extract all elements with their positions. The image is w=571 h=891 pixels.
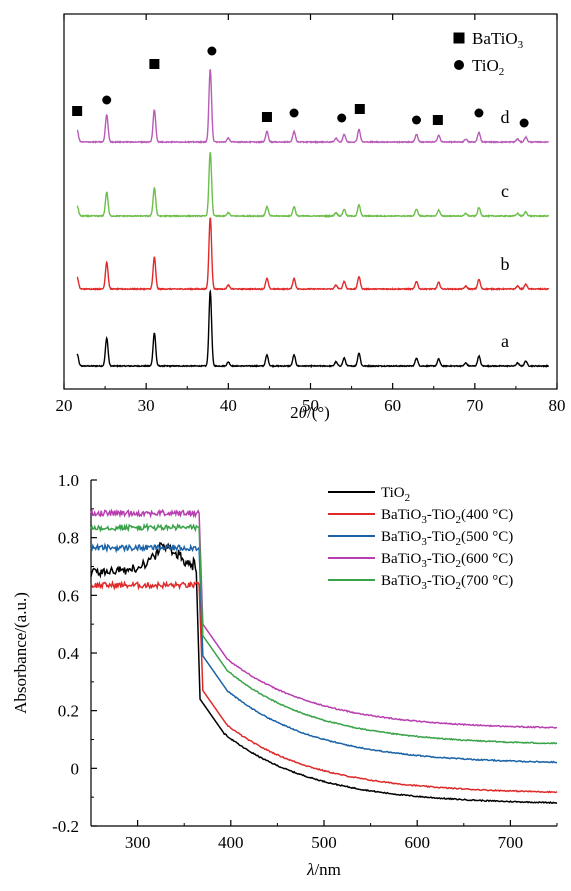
xrd-phase-marker-2: [149, 59, 160, 69]
uv-legend-label-3-part-1: 3: [421, 558, 427, 570]
xrd-x-axis-label-part-0: 2: [290, 403, 299, 422]
uv-y-tick-label-2: 0.2: [58, 702, 79, 721]
xrd-phase-marker-4: [261, 112, 272, 122]
xrd-phase-marker-9: [432, 115, 443, 125]
xrd-x-tick-label-5: 70: [466, 396, 483, 415]
xrd-series-line-d: [76, 69, 550, 145]
uv-legend-label-1-part-4: (400 °C): [461, 507, 513, 523]
xrd-legend-marker-0: [453, 32, 465, 44]
uv-legend-label-4-part-1: 3: [421, 580, 427, 592]
uv-legend-label-3-part-4: (600 °C): [461, 551, 513, 567]
xrd-legend-label-1: TiO2: [472, 56, 504, 78]
uv-legend-label-4-part-0: BaTiO: [381, 573, 421, 589]
xrd-phase-marker-6: [337, 113, 347, 123]
uv-legend-label-0: TiO2: [381, 485, 410, 504]
xrd-phase-marker-0: [72, 106, 83, 116]
xrd-phase-marker-8: [411, 115, 421, 125]
uv-y-tick-label-1: 0: [71, 759, 80, 778]
xrd-series-label-c: c: [501, 181, 509, 201]
xrd-series-label-a: a: [501, 331, 509, 351]
uv-y-axis-label: Absorbance/(a.u.): [11, 592, 30, 714]
xrd-legend-marker-1: [454, 60, 464, 70]
xrd-x-tick-label-3: 50: [302, 396, 319, 415]
uv-y-tick-label-5: 0.8: [58, 529, 79, 548]
xrd-x-tick-label-2: 40: [220, 396, 237, 415]
xrd-x-tick-label-0: 20: [56, 396, 73, 415]
uv-legend-label-1-part-3: 2: [455, 514, 461, 526]
uv-legend-label-2-part-3: 2: [455, 536, 461, 548]
uv-legend-label-4-part-3: 2: [455, 580, 461, 592]
xrd-legend-label-1-part-0: TiO: [472, 56, 499, 75]
uv-legend-label-1-part-2: -TiO: [427, 507, 456, 523]
uv-legend-label-4: BaTiO3-TiO2(700 °C): [381, 573, 513, 592]
uv-legend-label-1-part-1: 3: [421, 514, 427, 526]
uv-legend-label-3: BaTiO3-TiO2(600 °C): [381, 551, 513, 570]
uv-series-line-3: [90, 508, 558, 729]
uv-x-tick-label-4: 700: [498, 833, 524, 852]
xrd-series-line-a: [76, 289, 550, 369]
uv-legend-label-1: BaTiO3-TiO2(400 °C): [381, 507, 513, 526]
uv-legend-label-4-part-2: -TiO: [427, 573, 456, 589]
uv-legend-label-0-part-1: 2: [405, 492, 411, 504]
xrd-x-tick-label-6: 80: [549, 396, 566, 415]
uv-legend-label-2-part-1: 3: [421, 536, 427, 548]
uv-x-axis-label-part-0: λ: [306, 860, 314, 879]
xrd-legend-label-0: BaTiO3: [472, 29, 524, 51]
uv-legend-label-2-part-4: (500 °C): [461, 529, 513, 545]
xrd-x-tick-label-1: 30: [138, 396, 155, 415]
uv-y-tick-label-4: 0.6: [58, 586, 79, 605]
xrd-x-tick-label-4: 60: [384, 396, 401, 415]
xrd-phase-marker-5: [289, 108, 299, 118]
uv-legend-label-2-part-0: BaTiO: [381, 529, 421, 545]
uv-legend-label-4-part-4: (700 °C): [461, 573, 513, 589]
xrd-series-line-b: [76, 217, 550, 291]
uv-x-axis-label: λ/nm: [306, 860, 341, 879]
uv-legend-label-3-part-3: 2: [455, 558, 461, 570]
uv-series-line-4: [90, 522, 558, 745]
xrd-legend-label-0-part-1: 3: [518, 39, 524, 51]
xrd-x-axis-label: 2θ/(°): [290, 403, 330, 422]
uv-y-tick-label-0: -0.2: [52, 817, 79, 836]
uv-legend-label-3-part-0: BaTiO: [381, 551, 421, 567]
uv-legend-label-3-part-2: -TiO: [427, 551, 456, 567]
uv-y-tick-label-3: 0.4: [58, 644, 80, 663]
uv-legend-label-2-part-2: -TiO: [427, 529, 456, 545]
uv-y-tick-label-6: 1.0: [58, 471, 79, 490]
xrd-legend-label-1-part-1: 2: [499, 66, 505, 78]
uv-series-line-2: [90, 542, 558, 764]
uv-legend-label-0-part-0: TiO: [381, 485, 405, 501]
uv-x-tick-label-1: 400: [218, 833, 244, 852]
xrd-legend-label-0-part-0: BaTiO: [472, 29, 518, 48]
xrd-phase-marker-1: [102, 95, 112, 105]
xrd-series-label-b: b: [501, 254, 510, 274]
xrd-phase-marker-7: [354, 104, 365, 114]
xrd-series-line-c: [76, 151, 549, 219]
xrd-x-axis-label-part-1: θ: [299, 403, 307, 422]
uv-legend-label-2: BaTiO3-TiO2(500 °C): [381, 529, 513, 548]
uv-series-line-1: [90, 579, 558, 794]
xrd-phase-marker-11: [519, 118, 529, 128]
xrd-phase-marker-10: [474, 108, 484, 118]
uv-legend-label-1-part-0: BaTiO: [381, 507, 421, 523]
xrd-x-axis-label-part-2: /(°): [307, 403, 330, 422]
xrd-phase-marker-3: [207, 46, 217, 56]
xrd-series-label-d: d: [501, 107, 510, 127]
uv-x-tick-label-2: 500: [311, 833, 337, 852]
uv-x-tick-label-3: 600: [404, 833, 430, 852]
uv-x-axis-label-part-1: /nm: [314, 860, 340, 879]
uv-x-tick-label-0: 300: [125, 833, 151, 852]
